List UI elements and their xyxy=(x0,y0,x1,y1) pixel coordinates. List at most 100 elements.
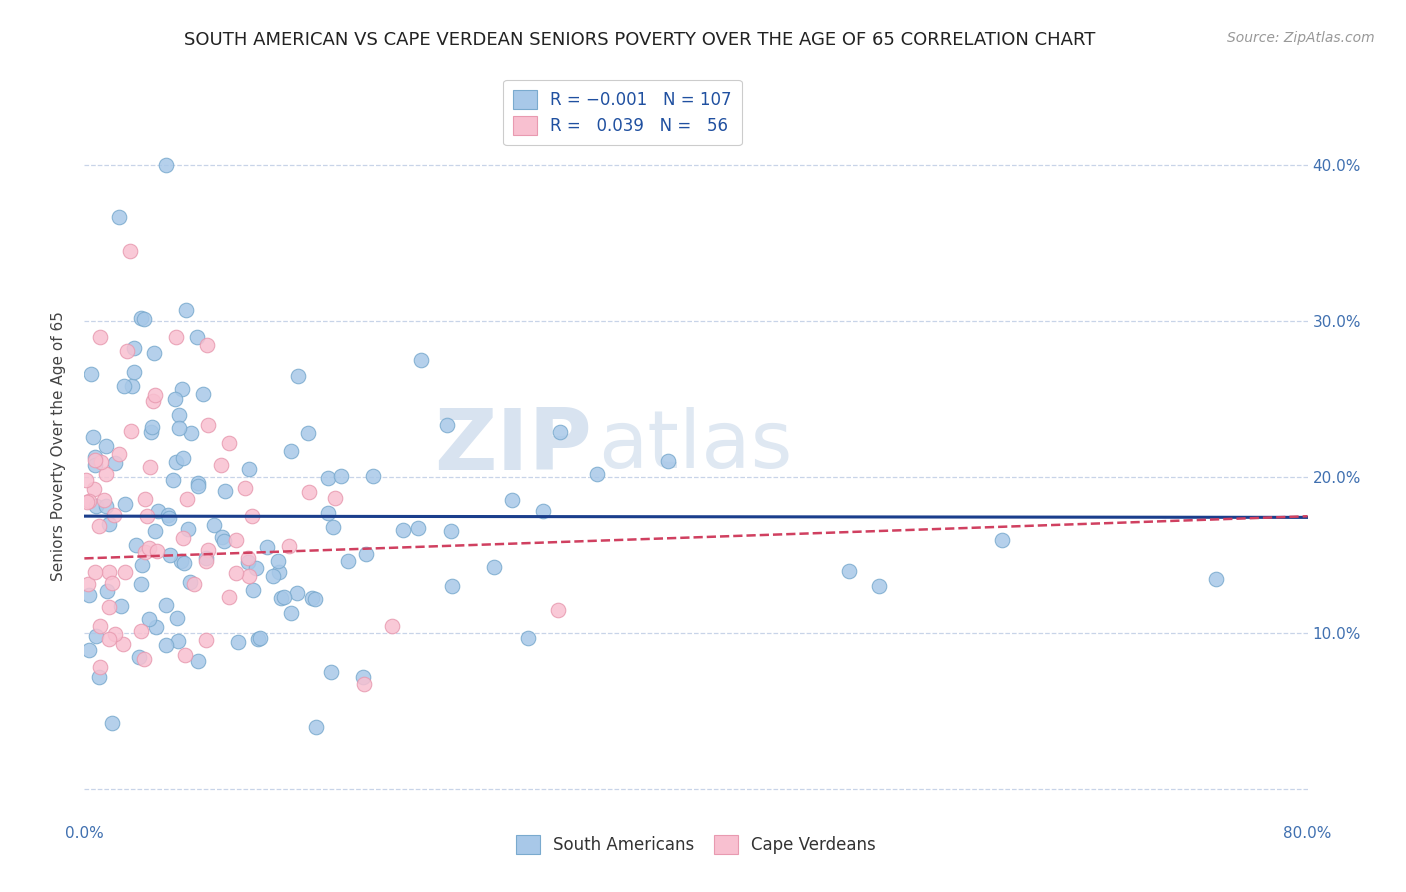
Point xyxy=(280,606,302,620)
Point xyxy=(166,610,188,624)
Point xyxy=(173,557,195,571)
Point xyxy=(517,631,540,645)
Point xyxy=(134,544,156,558)
Point xyxy=(84,458,107,472)
Point xyxy=(145,620,167,634)
Point xyxy=(195,554,218,568)
Point xyxy=(96,467,118,481)
Point xyxy=(98,565,121,579)
Point xyxy=(225,566,247,580)
Text: ZIP: ZIP xyxy=(434,404,592,488)
Point xyxy=(240,508,263,523)
Point xyxy=(170,554,193,568)
Point xyxy=(173,648,195,662)
Point xyxy=(316,471,339,485)
Point xyxy=(238,568,260,582)
Point xyxy=(112,379,135,393)
Point xyxy=(548,425,571,439)
Point xyxy=(287,368,309,383)
Point xyxy=(114,566,136,580)
Point xyxy=(482,560,505,574)
Point xyxy=(93,492,115,507)
Point xyxy=(657,454,679,468)
Text: SOUTH AMERICAN VS CAPE VERDEAN SENIORS POVERTY OVER THE AGE OF 65 CORRELATION CH: SOUTH AMERICAN VS CAPE VERDEAN SENIORS P… xyxy=(184,31,1095,49)
Point xyxy=(531,504,554,518)
Point xyxy=(111,637,134,651)
Point xyxy=(174,302,197,317)
Point xyxy=(122,341,145,355)
Point xyxy=(157,511,180,525)
Point xyxy=(90,455,112,469)
Point xyxy=(162,473,184,487)
Point xyxy=(322,520,344,534)
Point xyxy=(141,393,163,408)
Point xyxy=(304,591,326,606)
Point xyxy=(146,504,169,518)
Point xyxy=(440,579,463,593)
Point xyxy=(77,577,100,591)
Point xyxy=(329,469,352,483)
Point xyxy=(245,561,267,575)
Point xyxy=(242,582,264,597)
Point xyxy=(172,531,194,545)
Point xyxy=(108,210,131,224)
Point xyxy=(247,632,270,646)
Point xyxy=(98,632,121,647)
Point xyxy=(298,485,321,500)
Point xyxy=(122,365,145,379)
Point xyxy=(262,568,284,582)
Point xyxy=(214,483,236,498)
Point xyxy=(191,387,214,401)
Point xyxy=(226,635,249,649)
Point xyxy=(440,524,463,538)
Point xyxy=(101,715,124,730)
Point xyxy=(104,627,127,641)
Point xyxy=(80,368,103,382)
Point xyxy=(104,456,127,470)
Point xyxy=(165,330,187,344)
Point xyxy=(134,492,156,507)
Point xyxy=(280,443,302,458)
Point xyxy=(211,531,233,545)
Point xyxy=(120,424,142,438)
Point xyxy=(77,588,100,602)
Point xyxy=(187,479,209,493)
Point xyxy=(143,524,166,538)
Point xyxy=(176,523,198,537)
Point xyxy=(139,425,162,439)
Point xyxy=(75,473,97,487)
Point xyxy=(89,330,111,344)
Point xyxy=(159,548,181,562)
Point xyxy=(83,482,105,496)
Point xyxy=(103,508,125,522)
Point xyxy=(195,337,218,351)
Point xyxy=(96,439,118,453)
Point xyxy=(167,421,190,435)
Point xyxy=(547,603,569,617)
Point xyxy=(278,539,301,553)
Point xyxy=(155,638,177,652)
Point xyxy=(129,311,152,326)
Point xyxy=(129,624,152,639)
Point xyxy=(197,417,219,432)
Point xyxy=(838,564,860,578)
Point xyxy=(273,591,295,605)
Point xyxy=(336,554,359,568)
Point xyxy=(380,619,402,633)
Point xyxy=(139,459,162,474)
Point xyxy=(233,481,256,495)
Point xyxy=(165,455,187,469)
Point xyxy=(238,550,260,565)
Point xyxy=(77,494,100,508)
Point xyxy=(138,541,160,555)
Point xyxy=(297,425,319,440)
Point xyxy=(186,654,208,668)
Point xyxy=(267,565,290,579)
Point xyxy=(76,495,98,509)
Point xyxy=(301,591,323,605)
Point xyxy=(1205,572,1227,586)
Point xyxy=(145,388,167,402)
Point xyxy=(110,599,132,613)
Point xyxy=(172,450,194,465)
Point xyxy=(249,631,271,645)
